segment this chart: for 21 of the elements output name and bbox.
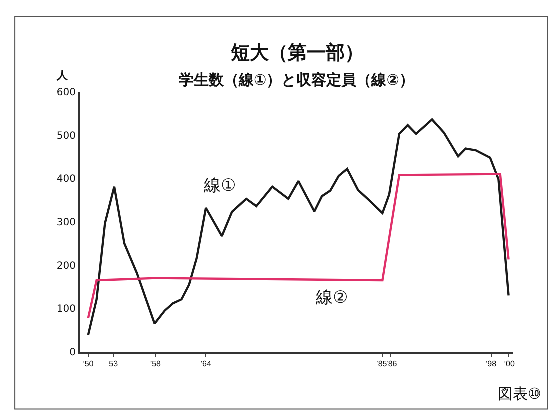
y-tick-label: 300 [56, 218, 76, 228]
x-tick-label: ’98 [486, 360, 498, 369]
line-series [87, 173, 510, 320]
x-tick-label: ’58 [150, 360, 162, 369]
y-tick-label: 0 [70, 348, 76, 358]
y-tick-label: 100 [56, 304, 76, 316]
x-tick-label: ’64 [200, 360, 212, 369]
y-tick-label: 600 [56, 88, 76, 98]
x-tick-label: ’00 [502, 360, 516, 369]
y-axis-title: 人 [56, 69, 69, 82]
series-label: 線① [203, 176, 236, 196]
chart-title: 短大（第一部） [230, 42, 364, 64]
x-tick-label: ’50 [83, 360, 94, 369]
y-tick-label: 200 [56, 260, 76, 272]
series-label: 線② [315, 288, 348, 308]
x-tick-label: 53 [109, 360, 119, 369]
y-tick-label: 400 [56, 174, 76, 186]
text: 図表⑩ [498, 385, 542, 403]
chart-subtitle: 学生数（線①）と収容定員（線②） [179, 71, 414, 89]
line-series [87, 118, 510, 336]
y-tick-label: 500 [56, 130, 76, 142]
